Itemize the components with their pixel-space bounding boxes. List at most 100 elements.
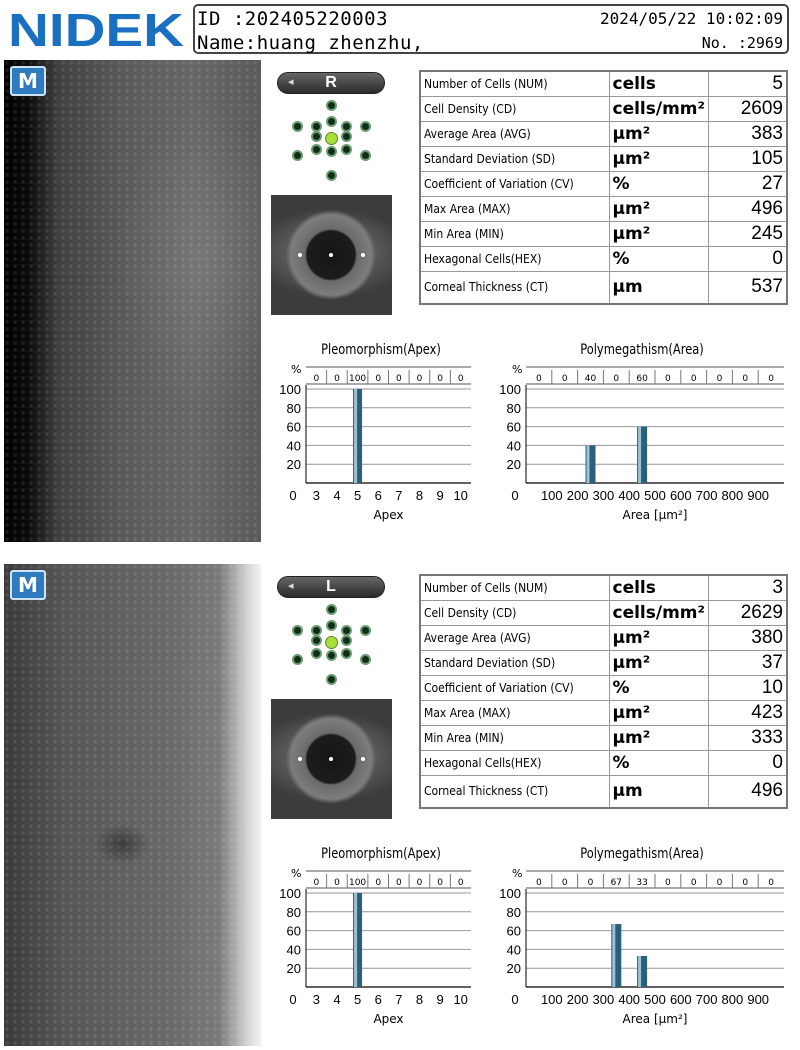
x-tick-label: 600 <box>670 488 692 503</box>
exam-number: No. :2969 <box>701 34 783 52</box>
table-row: Coefficient of Variation (CV)% 10 <box>419 674 788 701</box>
eye-side-label: R <box>325 74 337 91</box>
param-name: Corneal Thickness (CT) <box>419 774 610 809</box>
param-name: Min Area (MIN) <box>419 724 610 751</box>
top-value-label: 67 <box>611 878 622 888</box>
histogram-bar <box>637 955 648 987</box>
mode-badge: M <box>10 570 46 600</box>
y-tick-label: 20 <box>507 457 521 472</box>
param-name: Number of Cells (NUM) <box>419 574 610 601</box>
reflection-spot <box>298 253 302 257</box>
fixation-dot <box>326 620 337 631</box>
table-row: Max Area (MAX) μm² 496 <box>419 195 788 222</box>
table-row: Corneal Thickness (CT) μm 537 <box>419 270 788 305</box>
y-tick-label: 100 <box>279 382 301 397</box>
patient-id: ID :202405220003 <box>197 8 389 30</box>
x-axis-label: Apex <box>373 508 403 522</box>
fixation-dot <box>326 650 337 661</box>
histogram-bar <box>637 426 648 483</box>
pleomorphism-chart: Pleomorphism(Apex)% 0 0 100 0 0 0 0 0 100 80 60 40 20… <box>276 340 486 540</box>
chart-title: Pleomorphism(Apex) <box>321 342 441 358</box>
fixation-dot <box>360 654 371 665</box>
table-row: Average Area (AVG) μm² 383 <box>419 120 788 147</box>
table-row: Max Area (MAX) μm² 423 <box>419 699 788 726</box>
y-tick-label: 100 <box>499 886 521 901</box>
param-unit: μm² <box>608 220 709 247</box>
bar-highlight <box>612 924 616 987</box>
reflection-spot <box>298 757 302 761</box>
y-tick-label: 80 <box>507 905 521 920</box>
top-value-label: 0 <box>717 374 723 384</box>
x-tick-label: 7 <box>395 992 402 1007</box>
x-tick-label: 3 <box>313 992 320 1007</box>
mode-badge: M <box>10 66 46 96</box>
fixation-dot <box>326 100 337 111</box>
table-row: Standard Deviation (SD) μm² 105 <box>419 145 788 172</box>
pleomorphism-chart: Pleomorphism(Apex)% 0 0 100 0 0 0 0 0 100 80 60 40 20… <box>276 844 486 1044</box>
fixation-dot <box>326 116 337 127</box>
param-unit: μm² <box>608 724 709 751</box>
param-value: 37 <box>707 649 788 676</box>
top-value-label: 0 <box>717 878 723 888</box>
fixation-center-dot <box>325 636 338 649</box>
param-value: 27 <box>707 170 788 197</box>
top-value-label: 0 <box>458 878 464 888</box>
eye-section-l: M ◂ L Number of Cells (NUM) cells 3 Cell Densi… <box>0 564 800 1046</box>
top-value-label: 0 <box>375 878 381 888</box>
reflection-spot <box>361 253 365 257</box>
param-unit: μm <box>608 774 709 809</box>
param-name: Coefficient of Variation (CV) <box>419 170 610 197</box>
fixation-dot <box>326 170 337 181</box>
y-tick-label: 60 <box>507 420 521 435</box>
fixation-dot <box>360 121 371 132</box>
param-value: 423 <box>707 699 788 726</box>
x-tick-label: 9 <box>436 488 443 503</box>
x-tick-label: 700 <box>696 992 718 1007</box>
top-value-label: 0 <box>665 878 671 888</box>
param-value: 0 <box>707 749 788 776</box>
fixation-target-icon <box>290 604 374 694</box>
percent-axis-label: % <box>512 867 522 880</box>
y-tick-label: 60 <box>287 420 301 435</box>
reflection-spot <box>329 253 333 257</box>
x-tick-label: 4 <box>333 992 340 1007</box>
x-tick-label: 6 <box>375 488 382 503</box>
top-value-label: 0 <box>417 878 423 888</box>
top-value-label: 0 <box>417 374 423 384</box>
bar-fill <box>353 893 363 987</box>
top-value-label: 0 <box>396 878 402 888</box>
x-tick-label: 4 <box>333 488 340 503</box>
fixation-dot <box>341 635 352 646</box>
param-unit: % <box>608 749 709 776</box>
x-tick-label: 900 <box>747 992 769 1007</box>
param-value: 380 <box>707 624 788 651</box>
param-unit: μm² <box>608 145 709 172</box>
top-value-label: 100 <box>349 878 366 888</box>
param-name: Cell Density (CD) <box>419 95 610 122</box>
y-tick-label: 60 <box>507 924 521 939</box>
top-value-label: 0 <box>588 878 594 888</box>
top-value-label: 0 <box>334 374 340 384</box>
y-tick-label: 40 <box>507 942 521 957</box>
left-arrow-icon: ◂ <box>288 75 294 88</box>
param-unit: μm² <box>608 624 709 651</box>
param-unit: % <box>608 674 709 701</box>
top-value-label: 100 <box>349 374 366 384</box>
polymegathism-chart: Polymegathism(Area)% 0 0 40 0 60 0 0 0 0 0 100 80 60 4… <box>497 340 787 540</box>
fixation-dot <box>326 146 337 157</box>
percent-axis-label: % <box>512 363 522 376</box>
table-row: Cell Density (CD) cells/mm² 2629 <box>419 599 788 626</box>
param-value: 10 <box>707 674 788 701</box>
top-value-label: 60 <box>636 374 648 384</box>
table-row: Min Area (MIN) μm² 333 <box>419 724 788 751</box>
eye-side-indicator: ◂ R <box>277 72 385 94</box>
x-tick-label: 7 <box>395 488 402 503</box>
top-value-label: 0 <box>562 878 568 888</box>
histogram-bar <box>353 893 363 987</box>
x-tick-label: 8 <box>416 488 423 503</box>
param-value: 3 <box>707 574 788 601</box>
param-unit: μm <box>608 270 709 305</box>
x-tick-label: 500 <box>644 992 666 1007</box>
param-unit: μm² <box>608 699 709 726</box>
y-tick-label: 40 <box>287 438 301 453</box>
